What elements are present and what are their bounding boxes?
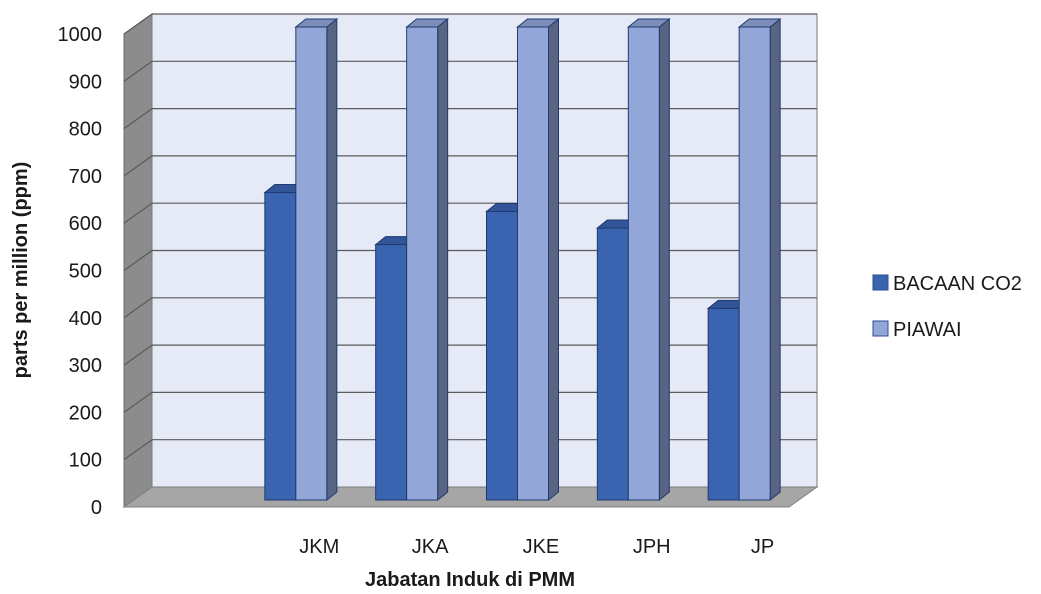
gridline-400 bbox=[123, 297, 817, 319]
legend-item-bacaan-co2: BACAAN CO2 bbox=[872, 273, 1022, 295]
bar-side bbox=[437, 17, 449, 502]
gridline-800 bbox=[123, 107, 817, 130]
bar-side bbox=[769, 17, 781, 502]
bar-side bbox=[326, 17, 338, 502]
gridlines bbox=[123, 13, 817, 461]
bar-front bbox=[517, 26, 549, 501]
y-axis-ticks: 0 100 200 300 400 500 600 700 800 900 1000 bbox=[58, 24, 103, 519]
gridline-100 bbox=[123, 439, 817, 461]
x-tick-label-jkm: JKM bbox=[299, 536, 339, 558]
gridline-200 bbox=[123, 391, 817, 413]
gridline-1000 bbox=[123, 13, 817, 35]
x-axis-title: Jabatan Induk di PMM bbox=[365, 569, 575, 591]
gridline-500 bbox=[123, 249, 817, 271]
bar-front bbox=[406, 26, 439, 501]
bar-piawai-jp bbox=[737, 17, 782, 502]
y-tick-label-700: 700 bbox=[69, 166, 102, 188]
bar-piawai-jka bbox=[405, 17, 450, 502]
legend-label-piawai: PIAWAI bbox=[893, 319, 962, 341]
gridline-700 bbox=[123, 155, 817, 177]
legend-label-bacaan-co2: BACAAN CO2 bbox=[893, 273, 1022, 295]
legend-swatch-bacaan-co2 bbox=[872, 274, 889, 291]
bar-front bbox=[738, 26, 771, 501]
bars bbox=[263, 17, 782, 502]
gridline-900 bbox=[123, 60, 817, 82]
bar-front bbox=[707, 307, 740, 501]
bar-front bbox=[486, 210, 518, 501]
y-tick-label-900: 900 bbox=[69, 71, 102, 93]
gridline-300 bbox=[123, 344, 817, 366]
bar-front bbox=[375, 244, 408, 501]
gridline-600 bbox=[123, 202, 817, 224]
bar-side bbox=[658, 17, 670, 502]
x-tick-label-jph: JPH bbox=[633, 536, 671, 558]
bar-front bbox=[627, 26, 660, 501]
y-tick-label-500: 500 bbox=[69, 261, 102, 283]
y-axis-title: parts per million (ppm) bbox=[10, 162, 32, 379]
bar-front bbox=[596, 227, 629, 501]
y-tick-label-600: 600 bbox=[69, 213, 102, 235]
x-tick-label-jke: JKE bbox=[523, 536, 560, 558]
legend-swatch-piawai bbox=[872, 320, 889, 337]
y-tick-label-800: 800 bbox=[69, 119, 102, 141]
x-axis-ticks: JKM JKA JKE JPH JP bbox=[299, 536, 774, 558]
x-tick-label-jp: JP bbox=[751, 536, 774, 558]
bar-piawai-jph bbox=[626, 17, 671, 502]
x-tick-label-jka: JKA bbox=[412, 536, 449, 558]
bar-front bbox=[264, 192, 297, 501]
y-tick-label-1000: 1000 bbox=[58, 24, 103, 46]
bar-piawai-jke bbox=[516, 17, 560, 502]
y-tick-label-300: 300 bbox=[69, 355, 102, 377]
bar-piawai-jkm bbox=[294, 17, 339, 502]
bar-front bbox=[295, 26, 328, 501]
y-tick-label-100: 100 bbox=[69, 450, 102, 472]
bar-side bbox=[548, 17, 559, 502]
y-tick-label-0: 0 bbox=[91, 497, 102, 519]
y-tick-label-400: 400 bbox=[69, 308, 102, 330]
legend: BACAAN CO2 PIAWAI bbox=[872, 273, 1022, 341]
legend-item-piawai: PIAWAI bbox=[872, 319, 962, 341]
y-tick-label-200: 200 bbox=[69, 402, 102, 424]
